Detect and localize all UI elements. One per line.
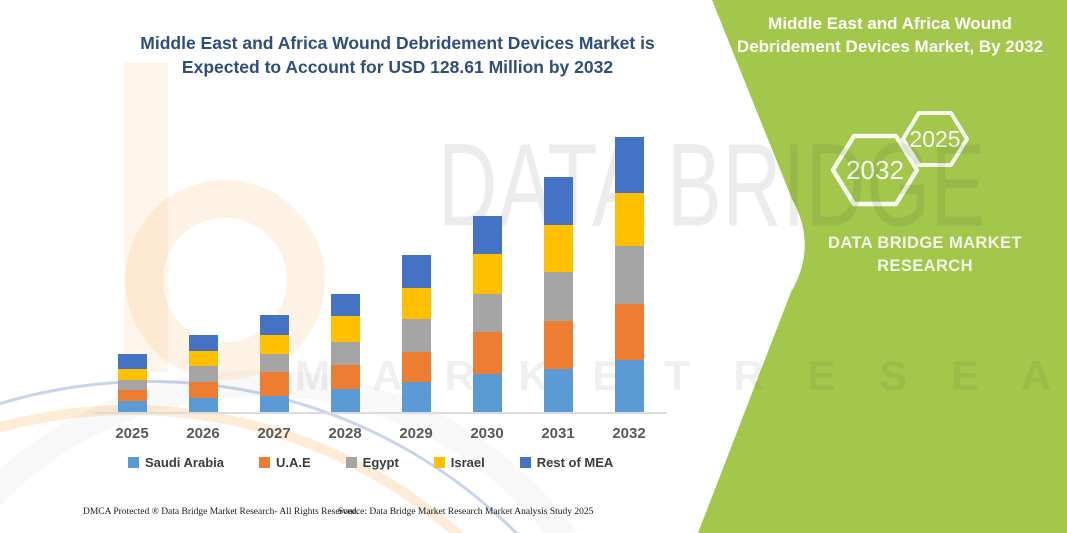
legend-swatch-icon: [258, 457, 270, 468]
bar-2032-u-a-e: [614, 303, 644, 360]
legend-item-u-a-e: U.A.E: [258, 455, 311, 470]
bar-2032: [614, 137, 644, 413]
legend-label: Israel: [450, 455, 485, 470]
legend-swatch-icon: [345, 457, 357, 468]
bar-2030-israel: [472, 254, 502, 294]
bar-2029-egypt: [401, 318, 431, 353]
x-axis-label-2025: 2025: [115, 425, 149, 442]
x-axis-label-2029: 2029: [399, 425, 433, 442]
legend-label: Egypt: [362, 455, 399, 470]
bar-2026-israel: [188, 351, 218, 367]
footer-dmca: DMCA Protected ® Data Bridge Market Rese…: [83, 507, 359, 517]
bar-2025-saudi-arabia: [117, 401, 147, 413]
hexagon-back-icon: [830, 133, 920, 207]
hexagon-front-label: 2025: [909, 126, 960, 152]
x-axis-label-2031: 2031: [541, 425, 575, 442]
footer-source: Source: Data Bridge Market Research Mark…: [338, 507, 594, 517]
bar-2032-saudi-arabia: [614, 359, 644, 413]
legend-item-egypt: Egypt: [345, 455, 399, 470]
hexagon-front-icon: [901, 111, 969, 167]
legend-swatch-icon: [128, 457, 139, 468]
brand-name-line1: DATA BRIDGE MARKET: [828, 234, 1022, 252]
x-axis-label-2028: 2028: [328, 425, 362, 442]
bar-2027-rest-of-mea: [259, 315, 289, 336]
bar-2032-rest-of-mea: [614, 137, 644, 194]
logo-watermark-stem: [124, 62, 168, 372]
bar-2027-israel: [259, 335, 289, 354]
bar-2026-u-a-e: [188, 381, 218, 398]
bar-2026: [188, 335, 218, 413]
side-panel-heading-line2: Debridement Devices Market, By 2032: [736, 37, 1044, 56]
bar-2031: [543, 176, 573, 413]
legend-swatch-icon: [519, 457, 531, 468]
bar-2029: [401, 254, 431, 413]
x-axis-label-2030: 2030: [470, 425, 504, 442]
bar-2028-egypt: [330, 342, 360, 366]
x-axis-line: [95, 412, 667, 414]
bar-2028-rest-of-mea: [330, 293, 360, 317]
bar-2031-saudi-arabia: [543, 368, 573, 413]
bar-2030-rest-of-mea: [472, 216, 502, 255]
bar-2031-u-a-e: [543, 320, 573, 369]
bar-2026-rest-of-mea: [188, 335, 218, 352]
chart-title: Middle East and Africa Wound Debridement…: [60, 31, 735, 79]
logo-watermark-bowl: [125, 180, 325, 380]
bar-2027-u-a-e: [259, 372, 289, 397]
chart-legend: Saudi Arabia U.A.E Egypt Israel Rest of MEA: [128, 455, 613, 470]
legend-label: Saudi Arabia: [145, 455, 224, 470]
bar-2026-egypt: [188, 366, 218, 382]
legend-label: U.A.E: [275, 455, 311, 470]
legend-item-israel: Israel: [433, 455, 485, 470]
bar-2028-saudi-arabia: [330, 388, 360, 413]
bar-2025-u-a-e: [117, 389, 147, 402]
x-axis-label-2026: 2026: [186, 425, 220, 442]
bar-2027-egypt: [259, 353, 289, 373]
x-axis-label-2027: 2027: [257, 425, 291, 442]
bar-2028: [330, 293, 360, 413]
bar-2029-rest-of-mea: [401, 254, 431, 289]
bar-2025-rest-of-mea: [117, 354, 147, 369]
bar-2026-saudi-arabia: [188, 397, 218, 413]
bar-2030-u-a-e: [472, 331, 502, 374]
bar-2028-israel: [330, 316, 360, 343]
bar-2032-egypt: [614, 246, 644, 304]
bar-2032-israel: [614, 193, 644, 247]
bar-2031-egypt: [543, 272, 573, 321]
bar-2025-israel: [117, 368, 147, 380]
legend-label: Rest of MEA: [536, 455, 614, 470]
bar-2027-saudi-arabia: [259, 396, 289, 413]
side-panel-heading: Middle East and Africa Wound Debridement…: [720, 12, 1060, 58]
chart-title-line2: Expected to Account for USD 128.61 Milli…: [181, 57, 614, 77]
hexagon-back-label: 2032: [846, 155, 904, 185]
x-axis-label-2032: 2032: [612, 425, 646, 442]
bar-2028-u-a-e: [330, 365, 360, 389]
legend-item-rest-of-mea: Rest of MEA: [519, 455, 614, 470]
bar-2029-saudi-arabia: [401, 382, 431, 413]
bar-2029-u-a-e: [401, 352, 431, 383]
legend-item-saudi-arabia: Saudi Arabia: [128, 455, 224, 470]
bar-2027: [259, 315, 289, 413]
bar-2030-saudi-arabia: [472, 373, 502, 413]
side-panel-heading-line1: Middle East and Africa Wound: [768, 14, 1012, 33]
bar-2031-israel: [543, 225, 573, 273]
bar-2025-egypt: [117, 379, 147, 390]
bar-2025: [117, 354, 147, 413]
bar-2029-israel: [401, 288, 431, 319]
bar-2031-rest-of-mea: [543, 176, 573, 226]
bar-2030: [472, 216, 502, 413]
chart-title-line1: Middle East and Africa Wound Debridement…: [140, 33, 655, 53]
legend-swatch-icon: [433, 457, 445, 468]
bar-2030-egypt: [472, 293, 502, 332]
brand-name: DATA BRIDGE MARKET RESEARCH: [770, 232, 1067, 278]
brand-name-line2: RESEARCH: [877, 257, 973, 275]
